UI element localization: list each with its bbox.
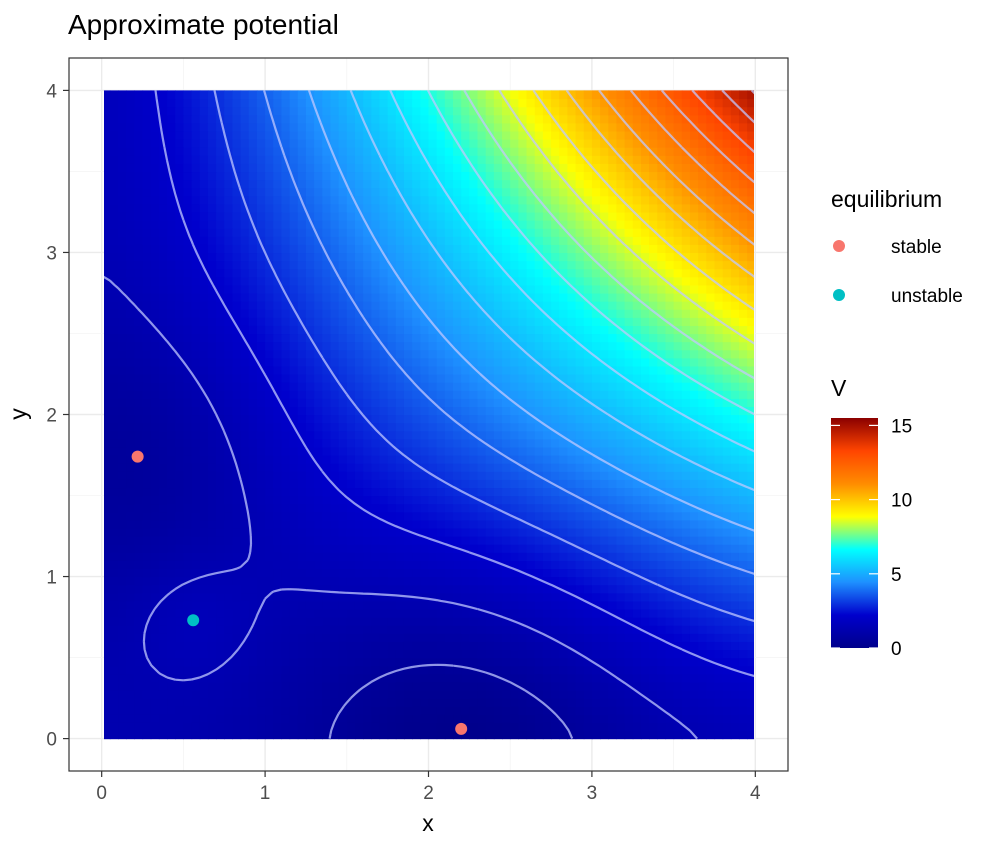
colorbar-tick-label: 15: [891, 416, 912, 437]
x-axis-title: x: [422, 810, 434, 836]
y-tick-label: 2: [46, 406, 57, 427]
legend-colorbar: V 0 5 10 15: [831, 375, 912, 660]
y-tick-label: 1: [46, 568, 57, 589]
point-unstable: [187, 614, 199, 626]
y-tick-label: 3: [46, 243, 57, 264]
point-stable: [455, 723, 467, 735]
x-tick-label: 1: [260, 783, 271, 804]
y-axis-title: y: [5, 408, 31, 420]
colorbar-tick-label: 5: [891, 565, 902, 586]
x-tick-label: 0: [96, 783, 107, 804]
colorbar-title: V: [831, 375, 847, 401]
y-tick-label: 4: [46, 81, 57, 102]
legend-key-unstable: [833, 289, 845, 301]
legend-key-stable: [833, 240, 845, 252]
point-stable: [132, 451, 144, 463]
x-tick-label: 4: [750, 783, 761, 804]
x-tick-label: 3: [587, 783, 598, 804]
y-axis: 0 1 2 3 4: [46, 81, 69, 750]
colorbar-tick-label: 0: [891, 639, 902, 660]
colorbar-tick-label: 10: [891, 491, 912, 512]
legend-equilibrium-title: equilibrium: [831, 186, 942, 212]
x-axis: 0 1 2 3 4: [96, 771, 761, 804]
colorbar: [831, 418, 878, 648]
legend-label-unstable: unstable: [891, 286, 963, 307]
chart-title: Approximate potential: [68, 9, 339, 40]
legend-equilibrium: equilibrium stable unstable: [831, 186, 963, 307]
y-tick-label: 0: [46, 730, 57, 751]
legend-label-stable: stable: [891, 237, 942, 258]
potential-field: [102, 90, 756, 739]
x-tick-label: 2: [423, 783, 434, 804]
